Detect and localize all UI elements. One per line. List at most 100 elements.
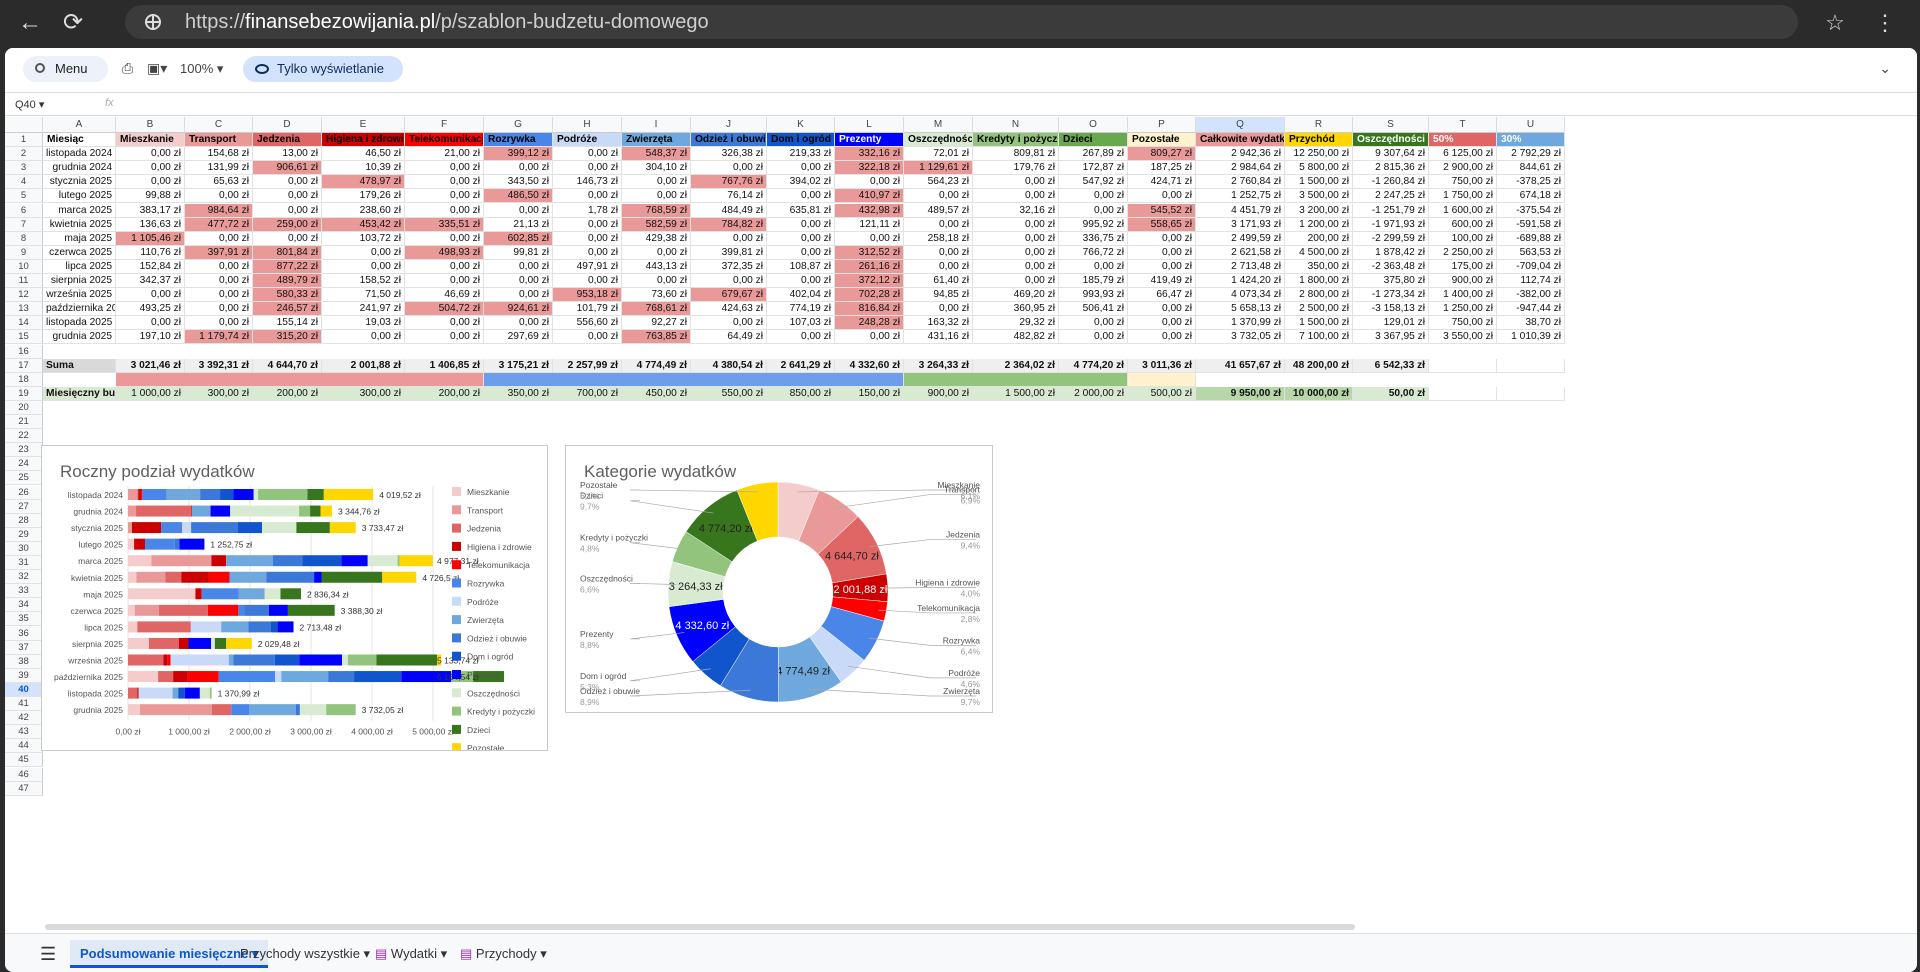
bar-segment-oszczędności[interactable] <box>253 489 259 500</box>
cell-u2[interactable]: 2 792,29 zł <box>1497 147 1565 162</box>
cell-j6[interactable]: 484,49 zł <box>691 203 767 218</box>
cell-r6[interactable]: 3 200,00 zł <box>1285 203 1353 218</box>
cell-i13[interactable]: 768,61 zł <box>622 302 691 317</box>
bar-segment-transport[interactable] <box>151 555 212 567</box>
row-header-10[interactable]: 10 <box>5 259 43 274</box>
column-header-t[interactable]: T <box>1429 117 1497 133</box>
bar-segment-oszczędności[interactable] <box>230 505 300 517</box>
sum-a[interactable]: Suma <box>43 358 116 373</box>
cell-d15[interactable]: 315,20 zł <box>253 330 322 345</box>
cell-g5[interactable]: 486,50 zł <box>484 189 553 204</box>
cell-f12[interactable]: 46,69 zł <box>405 288 484 303</box>
cell-n4[interactable]: 0,00 zł <box>973 175 1059 190</box>
cell-e3[interactable]: 10,39 zł <box>322 161 405 176</box>
bar-segment-jedzenia[interactable] <box>137 489 139 500</box>
column-header-h[interactable]: H <box>553 117 622 133</box>
budget-d[interactable]: 200,00 zł <box>253 386 322 401</box>
budget-o[interactable]: 2 000,00 zł <box>1059 386 1128 401</box>
bar-segment-mieszkanie[interactable] <box>128 637 149 649</box>
tab-income[interactable]: ▤ Przychody ▾ <box>460 946 547 961</box>
annual-breakdown-chart[interactable]: Roczny podział wydatków 0,00 zł 1 000,00 z… <box>41 445 548 751</box>
cell-b11[interactable]: 342,37 zł <box>116 274 185 289</box>
cell-f5[interactable]: 0,00 zł <box>405 189 484 204</box>
cell-b2[interactable]: 0,00 zł <box>116 147 185 162</box>
cell-n7[interactable]: 0,00 zł <box>973 217 1059 232</box>
cell-t13[interactable]: 1 250,00 zł <box>1429 302 1497 317</box>
cell-f14[interactable]: 0,00 zł <box>405 316 484 331</box>
bar-segment-higiena-i-zdrowie[interactable] <box>195 588 202 600</box>
cell-m14[interactable]: 163,32 zł <box>904 316 973 331</box>
row-header-11[interactable]: 11 <box>5 274 43 289</box>
bar-segment-jedzenia[interactable] <box>211 704 232 716</box>
sum-e[interactable]: 2 001,88 zł <box>322 358 405 373</box>
cell-u8[interactable]: -689,88 zł <box>1497 231 1565 246</box>
cell-t12[interactable]: 1 400,00 zł <box>1429 288 1497 303</box>
sum-l[interactable]: 4 332,60 zł <box>835 358 904 373</box>
bar-segment-pozostałe[interactable] <box>437 654 442 666</box>
bar-segment-odzież-i-obuwie[interactable] <box>174 538 180 550</box>
cell-u13[interactable]: -947,44 zł <box>1497 302 1565 317</box>
cell-d13[interactable]: 246,57 zł <box>253 302 322 317</box>
bar-segment-mieszkanie[interactable] <box>128 571 137 583</box>
cell-q7[interactable]: 3 171,93 zł <box>1196 217 1285 232</box>
cell-t7[interactable]: 600,00 zł <box>1429 217 1497 232</box>
address-bar[interactable]: https://finansebezowijania.pl/p/szablon-… <box>125 5 1798 39</box>
cell-f4[interactable]: 0,00 zł <box>405 175 484 190</box>
cell-j2[interactable]: 326,38 zł <box>691 147 767 162</box>
bar-segment-oszczędności[interactable] <box>211 637 215 649</box>
cell-h2[interactable]: 0,00 zł <box>553 147 622 162</box>
cell-h15[interactable]: 0,00 zł <box>553 330 622 345</box>
bar-segment-oszczędności[interactable] <box>367 555 398 567</box>
cell-u9[interactable]: 563,53 zł <box>1497 245 1565 260</box>
cell-j11[interactable]: 0,00 zł <box>691 274 767 289</box>
budget-c[interactable]: 300,00 zł <box>185 386 253 401</box>
bar-segment-mieszkanie[interactable] <box>128 704 141 716</box>
row-header-20[interactable]: 20 <box>5 400 43 415</box>
budget-q[interactable]: 9 950,00 zł <box>1196 386 1285 401</box>
cell-d7[interactable]: 259,00 zł <box>253 217 322 232</box>
cell-u12[interactable]: -382,00 zł <box>1497 288 1565 303</box>
cell-q6[interactable]: 4 451,79 zł <box>1196 203 1285 218</box>
cell-u15[interactable]: 1 010,39 zł <box>1497 330 1565 345</box>
bar-segment-odzież-i-obuwie[interactable] <box>295 704 300 716</box>
bar-segment-podróże[interactable] <box>275 671 282 683</box>
sum-r[interactable]: 48 200,00 zł <box>1285 358 1353 373</box>
bar-segment-prezenty[interactable] <box>188 637 212 649</box>
cell-d4[interactable]: 0,00 zł <box>253 175 322 190</box>
cell-n13[interactable]: 360,95 zł <box>973 302 1059 317</box>
cell-l4[interactable]: 0,00 zł <box>835 175 904 190</box>
bar-segment-jedzenia[interactable] <box>128 687 138 699</box>
cell-b8[interactable]: 1 105,46 zł <box>116 231 185 246</box>
cell-c5[interactable]: 0,00 zł <box>185 189 253 204</box>
cell-k14[interactable]: 107,03 zł <box>767 316 835 331</box>
bar-segment-jedzenia[interactable] <box>165 571 182 583</box>
cell-f7[interactable]: 335,51 zł <box>405 217 484 232</box>
bar-segment-dzieci[interactable] <box>296 522 330 534</box>
cell-e11[interactable]: 158,52 zł <box>322 274 405 289</box>
cell-o8[interactable]: 336,75 zł <box>1059 231 1128 246</box>
bar-segment-pozostałe[interactable] <box>320 505 333 517</box>
bar-segment-telekomunikacja[interactable] <box>207 604 239 616</box>
cell-m11[interactable]: 61,40 zł <box>904 274 973 289</box>
bar-segment-higiena-i-zdrowie[interactable] <box>134 538 146 550</box>
row-header-39[interactable]: 39 <box>5 668 43 683</box>
cell-j13[interactable]: 424,63 zł <box>691 302 767 317</box>
cell-h6[interactable]: 1,78 zł <box>553 203 622 218</box>
cell-r3[interactable]: 5 800,00 zł <box>1285 161 1353 176</box>
bar-segment-oszczędności[interactable] <box>199 687 210 699</box>
cell-j12[interactable]: 679,67 zł <box>691 288 767 303</box>
cell-j15[interactable]: 64,49 zł <box>691 330 767 345</box>
cell-l15[interactable]: 0,00 zł <box>835 330 904 345</box>
cell-s12[interactable]: -1 273,34 zł <box>1353 288 1429 303</box>
cell-g7[interactable]: 21,13 zł <box>484 217 553 232</box>
cell-p8[interactable]: 0,00 zł <box>1128 231 1196 246</box>
cell-u7[interactable]: -591,58 zł <box>1497 217 1565 232</box>
cell-q14[interactable]: 1 370,99 zł <box>1196 316 1285 331</box>
bar-segment-transport[interactable] <box>140 704 212 716</box>
cell-a7[interactable]: kwietnia 2025 <box>43 217 116 232</box>
bar-segment-jedzenia[interactable] <box>148 637 179 649</box>
cell-s14[interactable]: 129,01 zł <box>1353 316 1429 331</box>
row-header-22[interactable]: 22 <box>5 429 43 444</box>
row-header-16[interactable]: 16 <box>5 344 43 359</box>
row-header-38[interactable]: 38 <box>5 654 43 669</box>
